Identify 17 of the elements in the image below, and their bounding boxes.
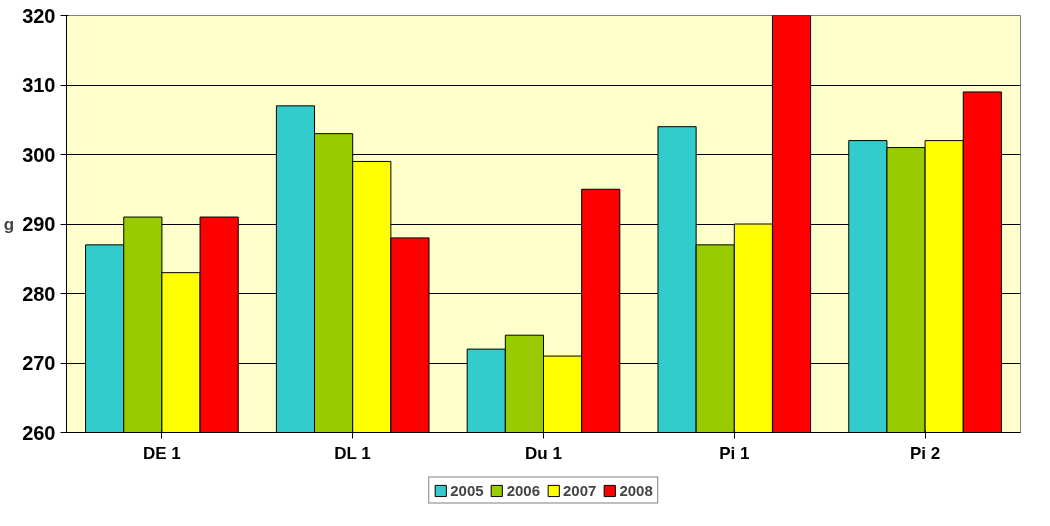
- x-tick-label: Pi 2: [909, 443, 941, 463]
- x-tick-label: Pi 1: [719, 443, 750, 463]
- y-tick-label: 260: [22, 421, 56, 444]
- legend-label: 2006: [506, 481, 540, 499]
- y-tick-label: 290: [22, 213, 56, 235]
- legend-label: 2008: [619, 481, 653, 499]
- x-tick-label: Du 1: [525, 443, 562, 463]
- y-tick-label: 310: [22, 74, 56, 96]
- y-tick-label: 300: [22, 143, 56, 166]
- y-tick-label: 320: [22, 4, 56, 27]
- legend-label: 2007: [563, 481, 597, 499]
- x-tick-label: DL 1: [334, 443, 371, 463]
- y-axis-title: g: [3, 214, 15, 234]
- legend-label: 2005: [450, 481, 484, 499]
- y-tick-label: 280: [22, 282, 56, 305]
- x-tick-label: DE 1: [143, 443, 181, 463]
- y-tick-label: 270: [22, 352, 56, 374]
